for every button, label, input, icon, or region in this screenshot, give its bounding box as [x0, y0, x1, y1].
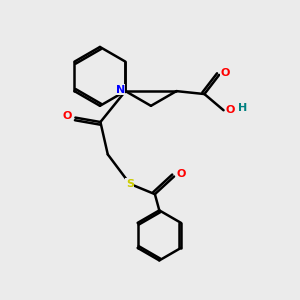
Text: O: O — [225, 105, 235, 115]
Text: O: O — [177, 169, 186, 178]
Text: S: S — [126, 179, 134, 189]
Text: O: O — [62, 111, 72, 121]
Text: H: H — [238, 103, 247, 113]
Text: O: O — [221, 68, 230, 78]
Text: N: N — [116, 85, 125, 94]
